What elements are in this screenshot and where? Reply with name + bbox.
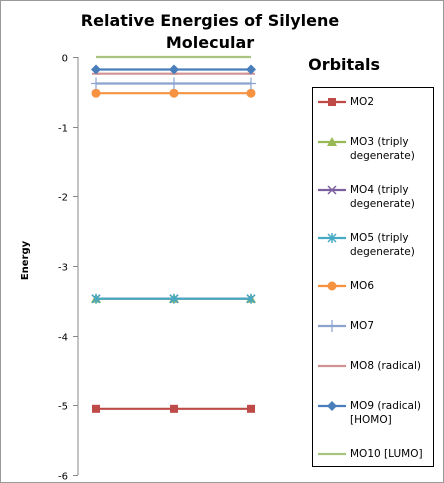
- legend-item: MO7: [313, 319, 433, 333]
- legend-swatch: [318, 320, 346, 332]
- chart-title: Relative Energies of Silylene Molecular …: [40, 10, 380, 76]
- legend-item: MO5 (triply degenerate): [313, 231, 433, 259]
- y-tick-label: -6: [58, 472, 68, 483]
- data-point: [247, 404, 255, 413]
- y-tick-label: -1: [58, 124, 68, 135]
- legend-label: MO10 [LUMO]: [350, 448, 423, 460]
- legend-item: MO6: [313, 279, 433, 293]
- legend-swatch: [318, 401, 346, 411]
- data-point: [91, 64, 101, 75]
- data-point: [91, 77, 101, 90]
- legend-swatch: [318, 137, 346, 146]
- legend-item: MO9 (radical) [HOMO]: [313, 399, 433, 427]
- legend-marker: [327, 320, 337, 332]
- legend-label: MO8 (radical): [350, 360, 421, 372]
- data-point: [169, 88, 179, 98]
- y-tick-label: -3: [58, 263, 68, 274]
- data-point: [246, 77, 256, 90]
- data-point: [169, 293, 179, 304]
- y-tick-label: 0: [62, 54, 68, 65]
- legend-marker: [327, 233, 337, 243]
- data-point: [246, 293, 256, 304]
- legend-marker: [328, 98, 336, 106]
- chart-title-line2: Orbitals: [308, 55, 380, 74]
- legend-label: MO4 (triply degenerate): [350, 184, 415, 210]
- legend-swatch: [318, 185, 346, 195]
- legend-marker: [327, 137, 337, 146]
- legend-label: MO5 (triply degenerate): [350, 232, 415, 258]
- y-tick-label: -4: [58, 333, 68, 344]
- legend-item: MO8 (radical): [313, 359, 433, 373]
- legend-item: MO3 (triply degenerate): [313, 135, 433, 163]
- data-point: [246, 88, 256, 98]
- legend: MO2 MO3 (triply degenerate) MO4 (triply de…: [312, 87, 434, 467]
- series-4: [91, 293, 256, 304]
- legend-label: MO3 (triply degenerate): [350, 136, 415, 162]
- legend-swatch: [318, 281, 346, 291]
- series-1: [92, 404, 255, 413]
- legend-swatch: [318, 233, 346, 243]
- legend-swatch: [318, 452, 346, 456]
- legend-item: MO2: [313, 95, 433, 109]
- series-6: [91, 77, 256, 90]
- data-point: [91, 293, 101, 304]
- data-point: [92, 404, 100, 413]
- chart-title-line1: Relative Energies of Silylene Molecular: [80, 11, 340, 52]
- data-point: [170, 404, 178, 413]
- legend-item: MO10 [LUMO]: [313, 447, 433, 461]
- legend-swatch: [318, 364, 346, 368]
- y-tick-label: -5: [58, 402, 68, 413]
- data-point: [169, 77, 179, 90]
- series-5: [91, 88, 256, 98]
- data-point: [91, 88, 101, 98]
- y-tick-label: -2: [58, 193, 68, 204]
- legend-label: MO7: [350, 320, 375, 332]
- data-point: [169, 64, 179, 75]
- legend-label: MO2: [350, 96, 375, 108]
- series-8: [91, 64, 256, 75]
- legend-item: MO4 (triply degenerate): [313, 183, 433, 211]
- legend-label: MO6: [350, 280, 375, 292]
- legend-label: MO9 (radical) [HOMO]: [350, 400, 421, 426]
- legend-swatch: [318, 98, 346, 106]
- data-point: [246, 64, 256, 75]
- legend-marker: [327, 401, 337, 411]
- legend-marker: [327, 281, 337, 291]
- legend-marker: [327, 185, 337, 195]
